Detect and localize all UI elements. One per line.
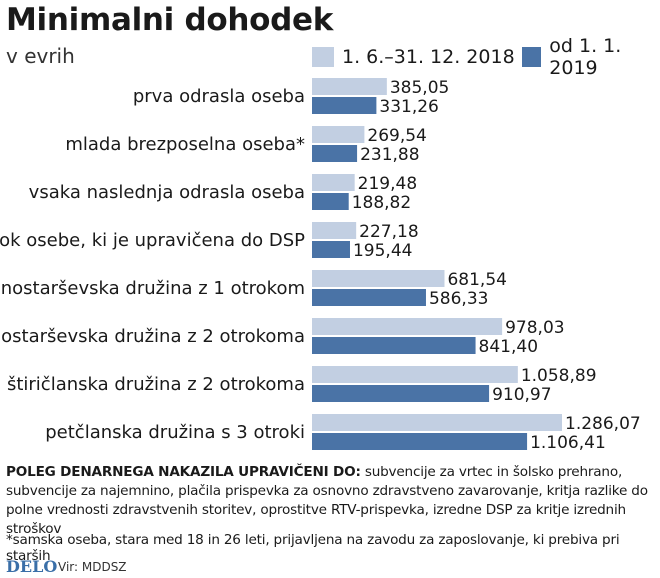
notes-paragraph: POLEG DENARNEGA NAKAZILA UPRAVIČENI DO: … [6, 463, 656, 539]
unit-label: v evrih [6, 44, 75, 68]
legend-item-2019: od 1. 1. 2019 [522, 35, 660, 79]
category-label: enostarševska družina z 2 otrokoma [0, 326, 305, 347]
bar-2018 [312, 174, 355, 191]
bar-2018 [312, 126, 365, 143]
bar-2019 [312, 241, 350, 258]
bar-2019 [312, 97, 377, 114]
legend-swatch-2019 [522, 47, 542, 67]
legend-label-2018: 1. 6.–31. 12. 2018 [342, 46, 515, 68]
value-label-2018: 978,03 [505, 318, 564, 338]
bar-2019 [312, 289, 426, 306]
bar-2018 [312, 270, 445, 287]
value-label-2018: 385,05 [390, 78, 449, 98]
notes-text: subvencije za vrtec in šolsko prehrano, … [6, 464, 648, 537]
legend-swatch-2018 [312, 47, 334, 67]
notes-lead: POLEG DENARNEGA NAKAZILA UPRAVIČENI DO: [6, 464, 361, 480]
bar-2019 [312, 193, 349, 210]
value-label-2019: 188,82 [352, 193, 411, 213]
value-label-2019: 231,88 [360, 145, 419, 165]
bar-2018 [312, 78, 387, 95]
value-label-2019: 841,40 [479, 337, 538, 357]
source-label: Vir: MDDSZ [58, 560, 127, 574]
bar-2019 [312, 385, 490, 402]
category-label: vsaka naslednja odrasla oseba [29, 182, 305, 203]
category-label: otrok osebe, ki je upravičena do DSP [0, 230, 305, 251]
value-label-2019: 586,33 [429, 289, 488, 309]
bar-2019 [312, 337, 476, 354]
value-label-2018: 1.058,89 [521, 366, 597, 386]
value-label-2018: 219,48 [358, 174, 417, 194]
value-label-2018: 227,18 [359, 222, 418, 242]
bar-2018 [312, 366, 518, 383]
bar-2018 [312, 318, 503, 335]
bar-2019 [312, 433, 528, 450]
legend-item-2018: 1. 6.–31. 12. 2018 [312, 46, 515, 68]
value-label-2019: 331,26 [379, 97, 438, 117]
value-label-2018: 269,54 [367, 126, 426, 146]
bar-2018 [312, 414, 562, 431]
value-label-2018: 681,54 [447, 270, 506, 290]
bar-2019 [312, 145, 358, 162]
value-label-2019: 1.106,41 [530, 433, 606, 453]
brand-logo: DELO [6, 557, 58, 576]
value-label-2019: 910,97 [492, 385, 551, 405]
bar-2018 [312, 222, 357, 239]
category-label: enostarševska družina z 1 otrokom [0, 278, 305, 299]
footnote: *samska oseba, stara med 18 in 26 leti, … [6, 532, 620, 564]
legend-label-2019: od 1. 1. 2019 [549, 35, 622, 79]
value-label-2018: 1.286,07 [565, 414, 641, 434]
value-label-2019: 195,44 [353, 241, 412, 261]
category-label: petčlanska družina s 3 otroki [45, 422, 305, 443]
chart-title: Minimalni dohodek [6, 2, 334, 38]
category-label: štiričlanska družina z 2 otrokoma [7, 374, 305, 395]
category-label: mlada brezposelna oseba* [65, 134, 305, 155]
category-label: prva odrasla oseba [133, 86, 305, 107]
